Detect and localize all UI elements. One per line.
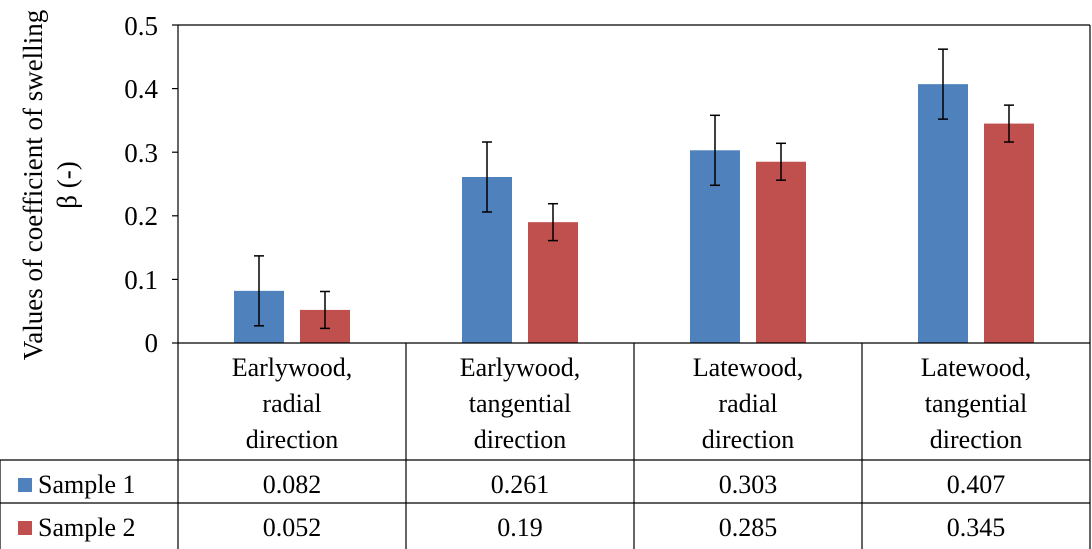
- y-tick-label: 0.1: [124, 265, 158, 295]
- legend-sample-2: Sample 2: [18, 509, 136, 547]
- y-tick-label: 0: [144, 328, 159, 358]
- category-label: Latewood, radial direction: [634, 350, 862, 458]
- table-value: 0.19: [497, 513, 543, 542]
- bar-sample-2: [528, 222, 578, 343]
- category-label-line: tangential: [924, 389, 1028, 418]
- table-value: 0.052: [262, 513, 322, 542]
- category-label: Earlywood, tangential direction: [406, 350, 634, 458]
- legend-swatch-sample-1: [18, 478, 32, 492]
- category-label-line: direction: [929, 425, 1023, 454]
- y-tick-label: 0.4: [124, 74, 158, 104]
- category-label-line: Earlywood,: [231, 353, 353, 382]
- bar-sample-2: [984, 123, 1034, 343]
- y-tick-label: 0.2: [124, 201, 158, 231]
- category-label-line: direction: [473, 425, 567, 454]
- category-label-line: radial: [262, 389, 322, 418]
- category-label-line: radial: [718, 389, 778, 418]
- table-value: 0.285: [718, 513, 778, 542]
- legend-label-sample-2: Sample 2: [38, 513, 136, 542]
- bar-sample-2: [756, 161, 806, 343]
- category-label-line: Earlywood,: [459, 353, 581, 382]
- y-axis-label-line1: Values of coefficient of swelling: [18, 9, 48, 361]
- table-value: 0.082: [262, 470, 322, 499]
- legend-swatch-sample-2: [18, 521, 32, 535]
- bar-sample-1: [918, 84, 968, 343]
- table-value: 0.407: [946, 470, 1006, 499]
- category-label-line: Latewood,: [692, 353, 804, 382]
- category-label-line: direction: [701, 425, 795, 454]
- category-label-line: Latewood,: [920, 353, 1032, 382]
- y-axis-label-line2: β (-): [52, 161, 82, 209]
- legend-sample-1: Sample 1: [18, 466, 136, 504]
- table-value: 0.345: [946, 513, 1006, 542]
- legend-label-sample-1: Sample 1: [38, 470, 136, 499]
- category-label: Earlywood, radial direction: [178, 350, 406, 458]
- y-tick-label: 0.3: [124, 138, 158, 168]
- category-label-line: direction: [245, 425, 339, 454]
- category-label: Latewood, tangential direction: [862, 350, 1090, 458]
- table-value: 0.303: [718, 470, 778, 499]
- y-tick-label: 0.5: [124, 11, 158, 41]
- table-value: 0.261: [490, 470, 550, 499]
- category-label-line: tangential: [468, 389, 572, 418]
